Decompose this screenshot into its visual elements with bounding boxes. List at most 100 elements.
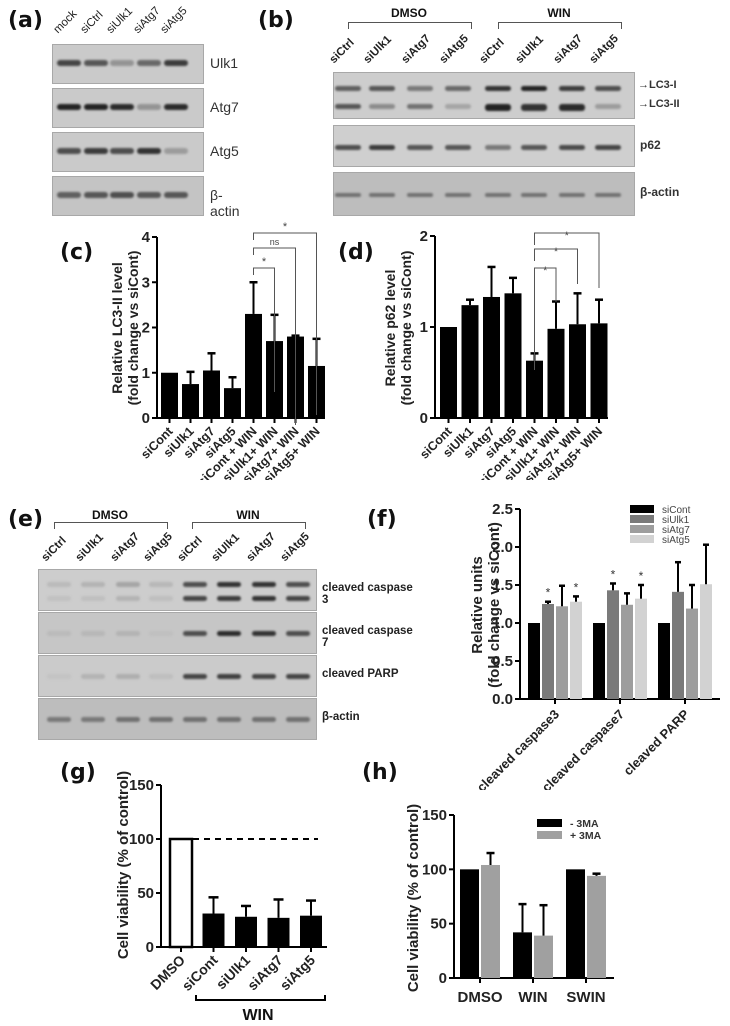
blot-row-label: Atg7 — [210, 99, 239, 115]
svg-text:siCont: siCont — [179, 952, 221, 994]
svg-text:*: * — [262, 256, 267, 268]
panel-e-label: (e) — [8, 507, 44, 532]
svg-text:*: * — [554, 246, 559, 258]
protein-band — [116, 631, 140, 636]
protein-band — [149, 717, 173, 722]
svg-text:siAtg7: siAtg7 — [244, 952, 286, 994]
lc3-i-label: →LC3-I — [638, 79, 677, 91]
panel-c-label: (c) — [60, 240, 94, 265]
win-group-label: WIN — [236, 508, 260, 522]
protein-band — [116, 582, 140, 587]
lane-label: siUlk1 — [513, 33, 546, 66]
protein-band — [445, 193, 471, 197]
dmso-bracket — [348, 22, 472, 29]
svg-text:0: 0 — [142, 410, 150, 427]
protein-band — [47, 631, 71, 636]
protein-band — [137, 192, 161, 198]
actin-label: β-actin — [640, 185, 680, 199]
blot-row-label: β-actin — [210, 187, 240, 219]
svg-text:2: 2 — [142, 320, 150, 337]
protein-band — [521, 145, 547, 150]
p62-label: p62 — [640, 138, 661, 152]
protein-band — [369, 193, 395, 197]
svg-text:0.5: 0.5 — [492, 653, 513, 670]
svg-text:siAtg5: siAtg5 — [277, 952, 319, 994]
blot-strip — [52, 176, 204, 216]
cleaved-proteins-grouped-bar-chart: 0.0 0.5 1.0 1.5 2.0 2.5 Relative units (fold ch… — [469, 501, 720, 790]
lane-label: siUlk1 — [209, 531, 242, 564]
protein-band — [84, 148, 108, 154]
protein-band — [286, 674, 310, 679]
svg-text:1: 1 — [420, 319, 428, 336]
protein-band — [110, 148, 134, 154]
protein-band — [485, 86, 511, 91]
svg-text:Relative LC3-II level: Relative LC3-II level — [109, 262, 125, 394]
lane-label: siAtg5 — [278, 530, 312, 564]
panel-a-label: (a) — [8, 8, 43, 33]
blot-row-label: cleaved PARP — [322, 668, 399, 680]
svg-text:*: * — [639, 569, 644, 583]
svg-text:150: 150 — [422, 807, 447, 824]
protein-band — [286, 631, 310, 636]
protein-band — [81, 674, 105, 679]
protein-band — [116, 674, 140, 679]
protein-band — [369, 145, 395, 150]
protein-band — [286, 717, 310, 722]
panel-f-label: (f) — [367, 507, 397, 532]
win-bracket — [498, 22, 622, 29]
svg-text:DMSO: DMSO — [458, 989, 503, 1006]
svg-text:0: 0 — [146, 939, 154, 956]
protein-band — [485, 104, 511, 111]
lane-label: siAtg5 — [437, 32, 471, 66]
protein-band — [57, 60, 81, 66]
svg-text:50: 50 — [137, 885, 154, 902]
protein-band — [445, 86, 471, 91]
svg-text:*: * — [611, 567, 616, 581]
panel-b-label: (b) — [258, 8, 294, 33]
protein-band — [110, 60, 134, 66]
lane-label: siAtg7 — [108, 530, 142, 564]
blot-row-label: Ulk1 — [210, 55, 239, 71]
protein-band — [164, 104, 188, 110]
svg-text:WIN: WIN — [518, 989, 547, 1006]
protein-band — [407, 145, 433, 150]
protein-band — [521, 104, 547, 111]
protein-band — [252, 596, 276, 601]
svg-text:(fold change vs siCont): (fold change vs siCont) — [125, 251, 141, 406]
lc3-ii-bar-chart: 0 1 2 3 4 Relative LC3-II level (fold change v… — [109, 221, 325, 480]
protein-band — [149, 596, 173, 601]
protein-band — [217, 631, 241, 636]
svg-text:0.0: 0.0 — [492, 691, 513, 708]
protein-band — [81, 631, 105, 636]
dmso-group-label: DMSO — [391, 6, 427, 20]
protein-band — [57, 192, 81, 198]
p62-bar-chart: 0 1 2 Relative p62 level (fold change vs siC… — [382, 228, 608, 480]
protein-band — [521, 193, 547, 197]
protein-band — [47, 582, 71, 587]
protein-band — [137, 60, 161, 66]
svg-text:siAtg7: siAtg7 — [662, 525, 690, 536]
protein-band — [559, 193, 585, 197]
svg-text:Relative p62 level: Relative p62 level — [382, 270, 398, 387]
p62-blot-strip — [333, 125, 635, 167]
blot-row-label: cleaved caspase 7 — [322, 625, 413, 649]
protein-band — [110, 192, 134, 198]
protein-band — [84, 104, 108, 110]
protein-band — [252, 631, 276, 636]
win-group-label: WIN — [547, 6, 571, 20]
lc3-ii-label: →LC3-II — [638, 98, 680, 110]
protein-band — [137, 104, 161, 110]
protein-band — [116, 717, 140, 722]
protein-band — [217, 717, 241, 722]
protein-band — [445, 145, 471, 150]
protein-band — [335, 86, 361, 91]
svg-text:(fold change vs siCont): (fold change vs siCont) — [398, 251, 414, 406]
svg-text:4: 4 — [142, 229, 151, 246]
protein-band — [252, 717, 276, 722]
protein-band — [595, 145, 621, 150]
svg-text:1.0: 1.0 — [492, 615, 513, 632]
svg-text:*: * — [546, 586, 551, 600]
svg-text:1: 1 — [142, 365, 150, 382]
protein-band — [81, 717, 105, 722]
